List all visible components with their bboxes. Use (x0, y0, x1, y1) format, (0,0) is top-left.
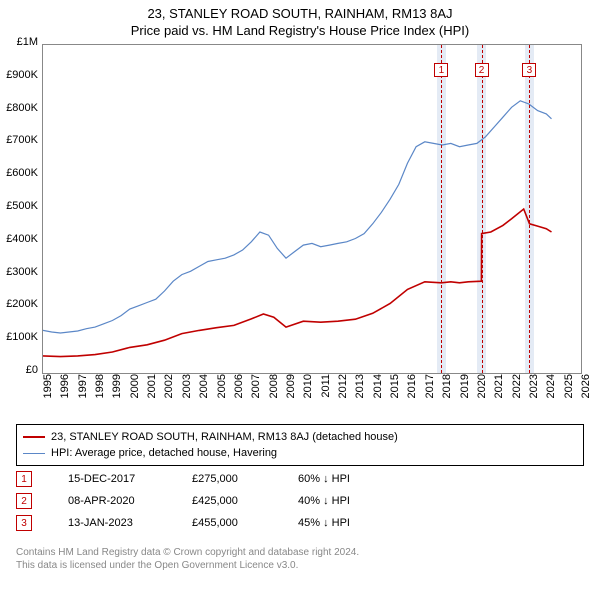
marker-dashed-line (441, 45, 442, 373)
x-tick-label: 1996 (59, 374, 71, 398)
footer-line2: This data is licensed under the Open Gov… (16, 559, 359, 572)
x-tick-label: 2012 (337, 374, 349, 398)
legend-item: 23, STANLEY ROAD SOUTH, RAINHAM, RM13 8A… (23, 429, 577, 445)
footer-line1: Contains HM Land Registry data © Crown c… (16, 546, 359, 559)
x-tick-label: 1998 (94, 374, 106, 398)
legend-label: 23, STANLEY ROAD SOUTH, RAINHAM, RM13 8A… (51, 429, 398, 445)
marker-dashed-line (529, 45, 530, 373)
x-tick-label: 1995 (42, 374, 54, 398)
marker-pct: 45% ↓ HPI (298, 517, 378, 529)
y-tick-label: £200K (6, 298, 38, 310)
x-tick-label: 2006 (233, 374, 245, 398)
x-tick-label: 2000 (129, 374, 141, 398)
x-tick-label: 2018 (441, 374, 453, 398)
x-tick-label: 2010 (302, 374, 314, 398)
x-tick-label: 2022 (511, 374, 523, 398)
marker-number-overlay: 2 (475, 63, 489, 77)
x-tick-label: 2021 (493, 374, 505, 398)
x-tick-label: 2004 (198, 374, 210, 398)
x-tick-label: 2014 (372, 374, 384, 398)
x-tick-label: 2023 (528, 374, 540, 398)
legend-swatch (23, 436, 45, 438)
marker-number-overlay: 3 (522, 63, 536, 77)
marker-table: 1 15-DEC-2017 £275,000 60% ↓ HPI 2 08-APR-202… (16, 468, 584, 534)
x-tick-label: 2013 (354, 374, 366, 398)
chart-title-line2: Price paid vs. HM Land Registry's House … (0, 23, 600, 38)
marker-pct: 60% ↓ HPI (298, 473, 378, 485)
footer-attribution: Contains HM Land Registry data © Crown c… (16, 546, 359, 572)
legend-box: 23, STANLEY ROAD SOUTH, RAINHAM, RM13 8A… (16, 424, 584, 466)
y-tick-label: £300K (6, 266, 38, 278)
x-tick-label: 2005 (216, 374, 228, 398)
marker-number-box: 2 (16, 493, 32, 509)
x-tick-label: 2024 (545, 374, 557, 398)
chart-svg (43, 45, 581, 373)
marker-price: £425,000 (192, 495, 262, 507)
x-tick-label: 2020 (476, 374, 488, 398)
y-axis-ticks: £0£100K£200K£300K£400K£500K£600K£700K£80… (0, 42, 40, 372)
x-tick-label: 2026 (580, 374, 592, 398)
marker-date: 13-JAN-2023 (68, 517, 156, 529)
x-tick-label: 1999 (111, 374, 123, 398)
chart-title-line1: 23, STANLEY ROAD SOUTH, RAINHAM, RM13 8A… (0, 6, 600, 21)
x-tick-label: 2001 (146, 374, 158, 398)
x-axis-ticks: 1995 1996 1997 1998 1999 2000 2001 2002 2003 2004… (42, 374, 582, 422)
marker-dashed-line (482, 45, 483, 373)
marker-table-row: 2 08-APR-2020 £425,000 40% ↓ HPI (16, 490, 584, 512)
y-tick-label: £500K (6, 200, 38, 212)
legend-label: HPI: Average price, detached house, Have… (51, 445, 277, 461)
marker-price: £455,000 (192, 517, 262, 529)
y-tick-label: £900K (6, 69, 38, 81)
y-tick-label: £800K (6, 102, 38, 114)
y-tick-label: £1M (17, 36, 38, 48)
legend-item: HPI: Average price, detached house, Have… (23, 445, 577, 461)
x-tick-label: 2015 (389, 374, 401, 398)
marker-price: £275,000 (192, 473, 262, 485)
x-tick-label: 2025 (563, 374, 575, 398)
marker-number-box: 1 (16, 471, 32, 487)
x-tick-label: 2002 (163, 374, 175, 398)
y-tick-label: £100K (6, 331, 38, 343)
x-tick-label: 2011 (320, 374, 332, 398)
marker-date: 08-APR-2020 (68, 495, 156, 507)
x-tick-label: 2009 (285, 374, 297, 398)
series-hpi (43, 101, 552, 333)
x-tick-label: 2007 (250, 374, 262, 398)
chart-plot-area: 1 2 3 (42, 44, 582, 374)
legend-swatch (23, 453, 45, 454)
series-property (43, 209, 552, 357)
marker-table-row: 1 15-DEC-2017 £275,000 60% ↓ HPI (16, 468, 584, 490)
x-tick-label: 1997 (77, 374, 89, 398)
y-tick-label: £0 (26, 364, 38, 376)
marker-date: 15-DEC-2017 (68, 473, 156, 485)
y-tick-label: £400K (6, 233, 38, 245)
marker-pct: 40% ↓ HPI (298, 495, 378, 507)
y-tick-label: £700K (6, 134, 38, 146)
x-tick-label: 2017 (424, 374, 436, 398)
y-tick-label: £600K (6, 167, 38, 179)
marker-number-box: 3 (16, 515, 32, 531)
x-tick-label: 2008 (268, 374, 280, 398)
x-tick-label: 2003 (181, 374, 193, 398)
marker-table-row: 3 13-JAN-2023 £455,000 45% ↓ HPI (16, 512, 584, 534)
x-tick-label: 2019 (459, 374, 471, 398)
x-tick-label: 2016 (406, 374, 418, 398)
marker-number-overlay: 1 (434, 63, 448, 77)
